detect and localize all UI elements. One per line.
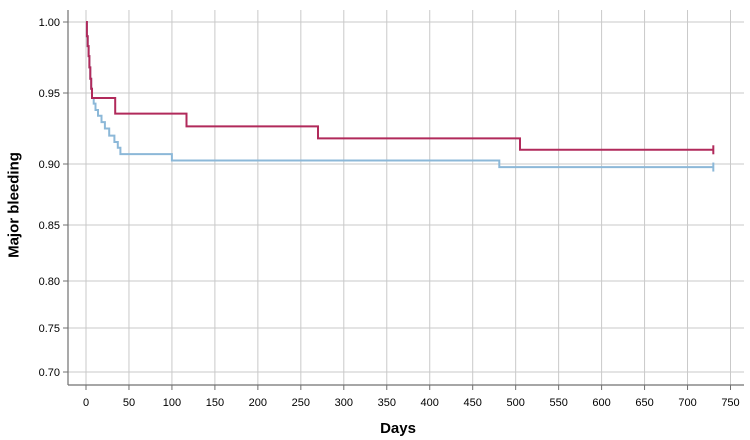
x-tick-label: 600 — [592, 397, 610, 409]
x-tick-label: 0 — [83, 397, 89, 409]
x-tick-label: 100 — [163, 397, 181, 409]
y-tick-label: 1.00 — [39, 17, 60, 29]
x-tick-label: 400 — [421, 397, 439, 409]
x-tick-label: 500 — [506, 397, 524, 409]
x-tick-label: 200 — [249, 397, 267, 409]
y-tick-label: 0.70 — [39, 367, 60, 379]
x-tick-label: 250 — [292, 397, 310, 409]
y-tick-label: 0.75 — [39, 323, 60, 335]
y-tick-label: 0.90 — [39, 159, 60, 171]
x-axis-title: Days — [380, 420, 416, 437]
x-tick-label: 300 — [335, 397, 353, 409]
y-tick-label: 0.95 — [39, 88, 60, 100]
x-tick-label: 550 — [549, 397, 567, 409]
x-tick-label: 150 — [206, 397, 224, 409]
x-tick-label: 750 — [721, 397, 739, 409]
red-curve — [85, 21, 714, 151]
x-tick-label: 350 — [378, 397, 396, 409]
y-tick-label: 0.85 — [39, 220, 60, 232]
y-tick-label: 0.80 — [39, 276, 60, 288]
blue-curve — [85, 21, 714, 169]
x-tick-label: 700 — [678, 397, 696, 409]
y-axis-title: Major bleeding — [5, 152, 23, 258]
x-tick-label: 50 — [123, 397, 135, 409]
x-tick-label: 450 — [464, 397, 482, 409]
x-tick-label: 650 — [635, 397, 653, 409]
